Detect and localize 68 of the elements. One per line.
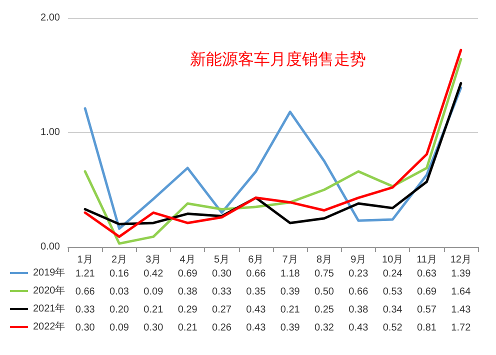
data-label: 1.18 <box>280 268 300 280</box>
data-label: 0.50 <box>314 286 334 298</box>
data-label: 0.38 <box>348 304 369 316</box>
data-label: 0.32 <box>314 322 334 334</box>
data-label: 0.43 <box>348 322 369 334</box>
data-label: 0.81 <box>417 322 437 334</box>
data-label: 0.39 <box>280 286 300 298</box>
data-label: 0.35 <box>246 286 266 298</box>
data-label: 0.20 <box>110 304 130 316</box>
data-label: 0.30 <box>212 268 232 280</box>
x-tick-label: 7月 <box>282 254 298 266</box>
data-label: 0.34 <box>382 304 403 316</box>
y-tick-label: 2.00 <box>40 12 60 24</box>
data-label: 0.38 <box>178 286 198 298</box>
data-label: 0.29 <box>178 304 198 316</box>
legend-label: 2021年 <box>33 302 66 314</box>
data-label: 0.66 <box>348 286 369 298</box>
x-tick-label: 9月 <box>350 254 366 266</box>
x-tick-label: 10月 <box>382 254 404 266</box>
data-label: 0.33 <box>212 286 232 298</box>
data-label: 1.43 <box>451 304 472 316</box>
data-label: 0.27 <box>212 304 232 316</box>
x-tick-label: 1月 <box>77 254 93 266</box>
data-label: 0.25 <box>314 304 334 316</box>
data-label: 0.66 <box>246 268 266 280</box>
x-tick-label: 8月 <box>316 254 332 266</box>
data-label: 0.30 <box>144 322 164 334</box>
data-label: 0.53 <box>382 286 403 298</box>
data-label: 0.39 <box>280 322 300 334</box>
legend-label: 2022年 <box>33 320 66 332</box>
data-label: 1.39 <box>451 268 472 280</box>
y-tick-label: 0.00 <box>40 242 60 252</box>
data-label: 0.21 <box>178 322 198 334</box>
data-label: 0.21 <box>280 304 300 316</box>
data-label: 0.63 <box>417 268 437 280</box>
text: 新能源客车月度销售走势 <box>190 50 366 68</box>
data-label: 0.43 <box>246 304 266 316</box>
x-tick-label: 4月 <box>180 254 196 266</box>
data-label: 0.57 <box>417 304 437 316</box>
data-label: 0.30 <box>75 322 96 334</box>
data-label: 1.72 <box>451 322 472 334</box>
data-label: 0.75 <box>314 268 334 280</box>
data-label: 0.69 <box>417 286 437 298</box>
data-label: 0.42 <box>144 268 164 280</box>
data-label: 0.43 <box>246 322 266 334</box>
x-tick-label: 12月 <box>450 254 472 266</box>
data-label: 0.09 <box>144 286 164 298</box>
legend-label: 2019年 <box>33 266 66 278</box>
x-tick-label: 5月 <box>214 254 230 266</box>
data-label: 0.03 <box>110 286 130 298</box>
y-tick-label: 1.00 <box>40 127 60 138</box>
data-label: 0.24 <box>382 268 403 280</box>
legend-label: 2020年 <box>33 284 66 296</box>
data-label: 0.23 <box>348 268 369 280</box>
data-label: 0.69 <box>178 268 198 280</box>
data-label: 0.09 <box>110 322 130 334</box>
data-label: 0.66 <box>75 286 96 298</box>
data-label: 0.16 <box>110 268 130 280</box>
data-label: 0.33 <box>75 304 96 316</box>
x-tick-label: 2月 <box>111 254 128 266</box>
data-label: 1.21 <box>75 268 96 280</box>
data-label: 0.26 <box>212 322 232 334</box>
x-tick-label: 11月 <box>416 254 437 266</box>
data-label: 1.64 <box>451 286 472 298</box>
data-label: 0.52 <box>382 322 403 334</box>
x-tick-label: 3月 <box>146 254 162 266</box>
x-tick-label: 6月 <box>248 254 264 266</box>
data-label: 0.21 <box>144 304 164 316</box>
